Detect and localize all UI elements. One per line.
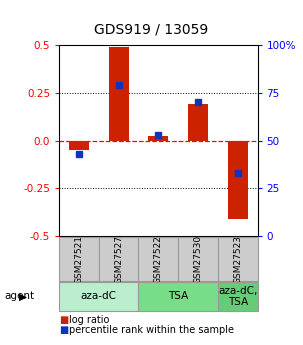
- Text: ■: ■: [59, 325, 68, 335]
- Text: percentile rank within the sample: percentile rank within the sample: [69, 325, 234, 335]
- Text: GSM27530: GSM27530: [194, 235, 202, 284]
- Text: GDS919 / 13059: GDS919 / 13059: [94, 22, 209, 37]
- Bar: [59, 237, 99, 281]
- Bar: [99, 237, 138, 281]
- Bar: [109, 47, 128, 141]
- Bar: [218, 237, 258, 281]
- Text: agent: agent: [5, 292, 35, 301]
- Bar: [138, 237, 178, 281]
- Bar: [148, 136, 168, 141]
- Text: TSA: TSA: [168, 292, 188, 301]
- Text: GSM27527: GSM27527: [114, 235, 123, 284]
- Text: aza-dC: aza-dC: [81, 292, 117, 301]
- Text: ▶: ▶: [19, 292, 27, 301]
- Text: log ratio: log ratio: [69, 315, 109, 325]
- Text: GSM27521: GSM27521: [75, 235, 83, 284]
- Bar: [178, 237, 218, 281]
- Bar: [59, 282, 138, 310]
- Bar: [69, 141, 89, 150]
- Bar: [228, 141, 248, 219]
- Text: ■: ■: [59, 315, 68, 325]
- Bar: [138, 282, 218, 310]
- Bar: [218, 282, 258, 310]
- Bar: [188, 104, 208, 141]
- Text: GSM27523: GSM27523: [233, 235, 242, 284]
- Text: GSM27522: GSM27522: [154, 235, 163, 284]
- Text: aza-dC,
TSA: aza-dC, TSA: [218, 286, 257, 307]
